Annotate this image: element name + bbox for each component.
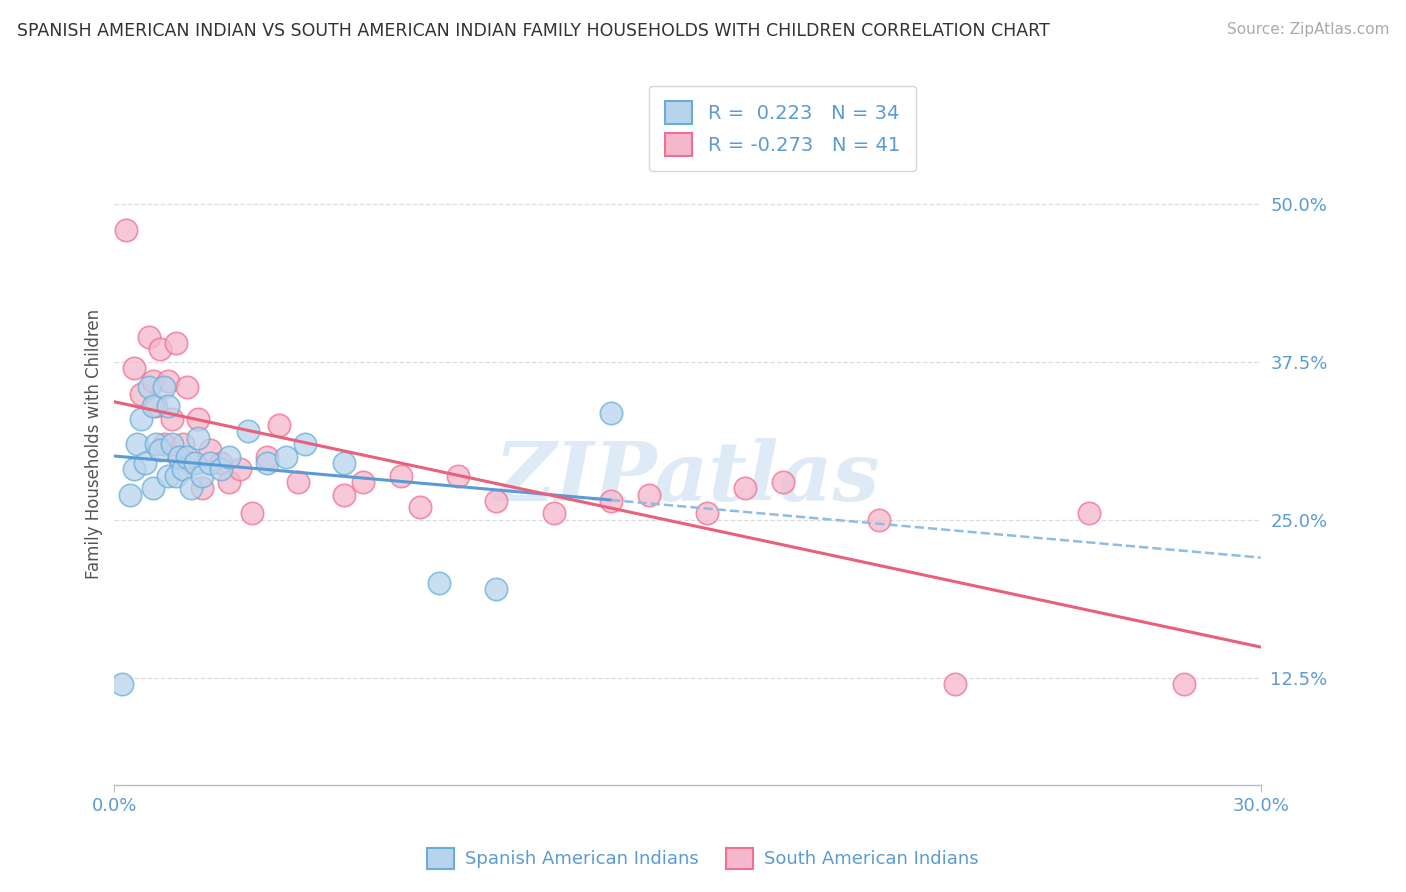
Point [138,380,160,394]
Point [209,462,232,476]
Point [180,481,202,495]
Point [169,450,191,464]
Point [134,456,156,470]
Point [180,456,202,470]
Point [294,437,316,451]
Point [638,487,661,501]
Point [240,507,263,521]
Point [160,437,183,451]
Point [156,399,179,413]
Point [153,380,176,394]
Point [156,374,179,388]
Point [485,582,508,597]
Point [943,677,966,691]
Point [145,399,167,413]
Point [409,500,432,515]
Point [142,481,165,495]
Text: Source: ZipAtlas.com: Source: ZipAtlas.com [1226,22,1389,37]
Legend: Spanish American Indians, South American Indians: Spanish American Indians, South American… [420,840,986,876]
Point [183,456,205,470]
Point [142,374,165,388]
Text: SPANISH AMERICAN INDIAN VS SOUTH AMERICAN INDIAN FAMILY HOUSEHOLDS WITH CHILDREN: SPANISH AMERICAN INDIAN VS SOUTH AMERICA… [17,22,1050,40]
Point [165,336,187,351]
Point [332,456,354,470]
Point [256,450,278,464]
Point [198,443,221,458]
Point [165,468,187,483]
Point [1077,507,1099,521]
Point [149,343,172,357]
Point [267,418,290,433]
Point [156,468,179,483]
Point [142,399,165,413]
Point [122,462,145,476]
Point [543,507,565,521]
Point [198,456,221,470]
Point [772,475,794,489]
Point [332,487,354,501]
Point [1173,677,1195,691]
Point [696,507,718,521]
Point [276,450,298,464]
Legend: R =  0.223   N = 34, R = -0.273   N = 41: R = 0.223 N = 34, R = -0.273 N = 41 [650,86,915,171]
Point [734,481,756,495]
Point [176,380,198,394]
Point [172,437,194,451]
Point [172,462,194,476]
Point [218,450,240,464]
Point [115,222,138,236]
Point [287,475,309,489]
Point [191,481,214,495]
Point [191,468,214,483]
Point [129,386,152,401]
Point [118,487,141,501]
Point [127,437,149,451]
Point [138,330,160,344]
Point [176,450,198,464]
Point [236,425,259,439]
Point [218,475,240,489]
Y-axis label: Family Households with Children: Family Households with Children [86,309,103,579]
Point [868,513,890,527]
Point [389,468,412,483]
Point [129,412,152,426]
Point [485,493,508,508]
Point [145,437,167,451]
Point [153,437,176,451]
Point [169,450,191,464]
Point [149,443,172,458]
Point [447,468,470,483]
Point [427,575,450,590]
Point [352,475,374,489]
Point [256,456,278,470]
Text: ZIPatlas: ZIPatlas [495,438,880,518]
Point [209,456,232,470]
Point [111,677,134,691]
Point [160,412,183,426]
Point [122,361,145,376]
Point [187,412,209,426]
Point [600,493,623,508]
Point [187,431,209,445]
Point [600,405,623,419]
Point [229,462,252,476]
